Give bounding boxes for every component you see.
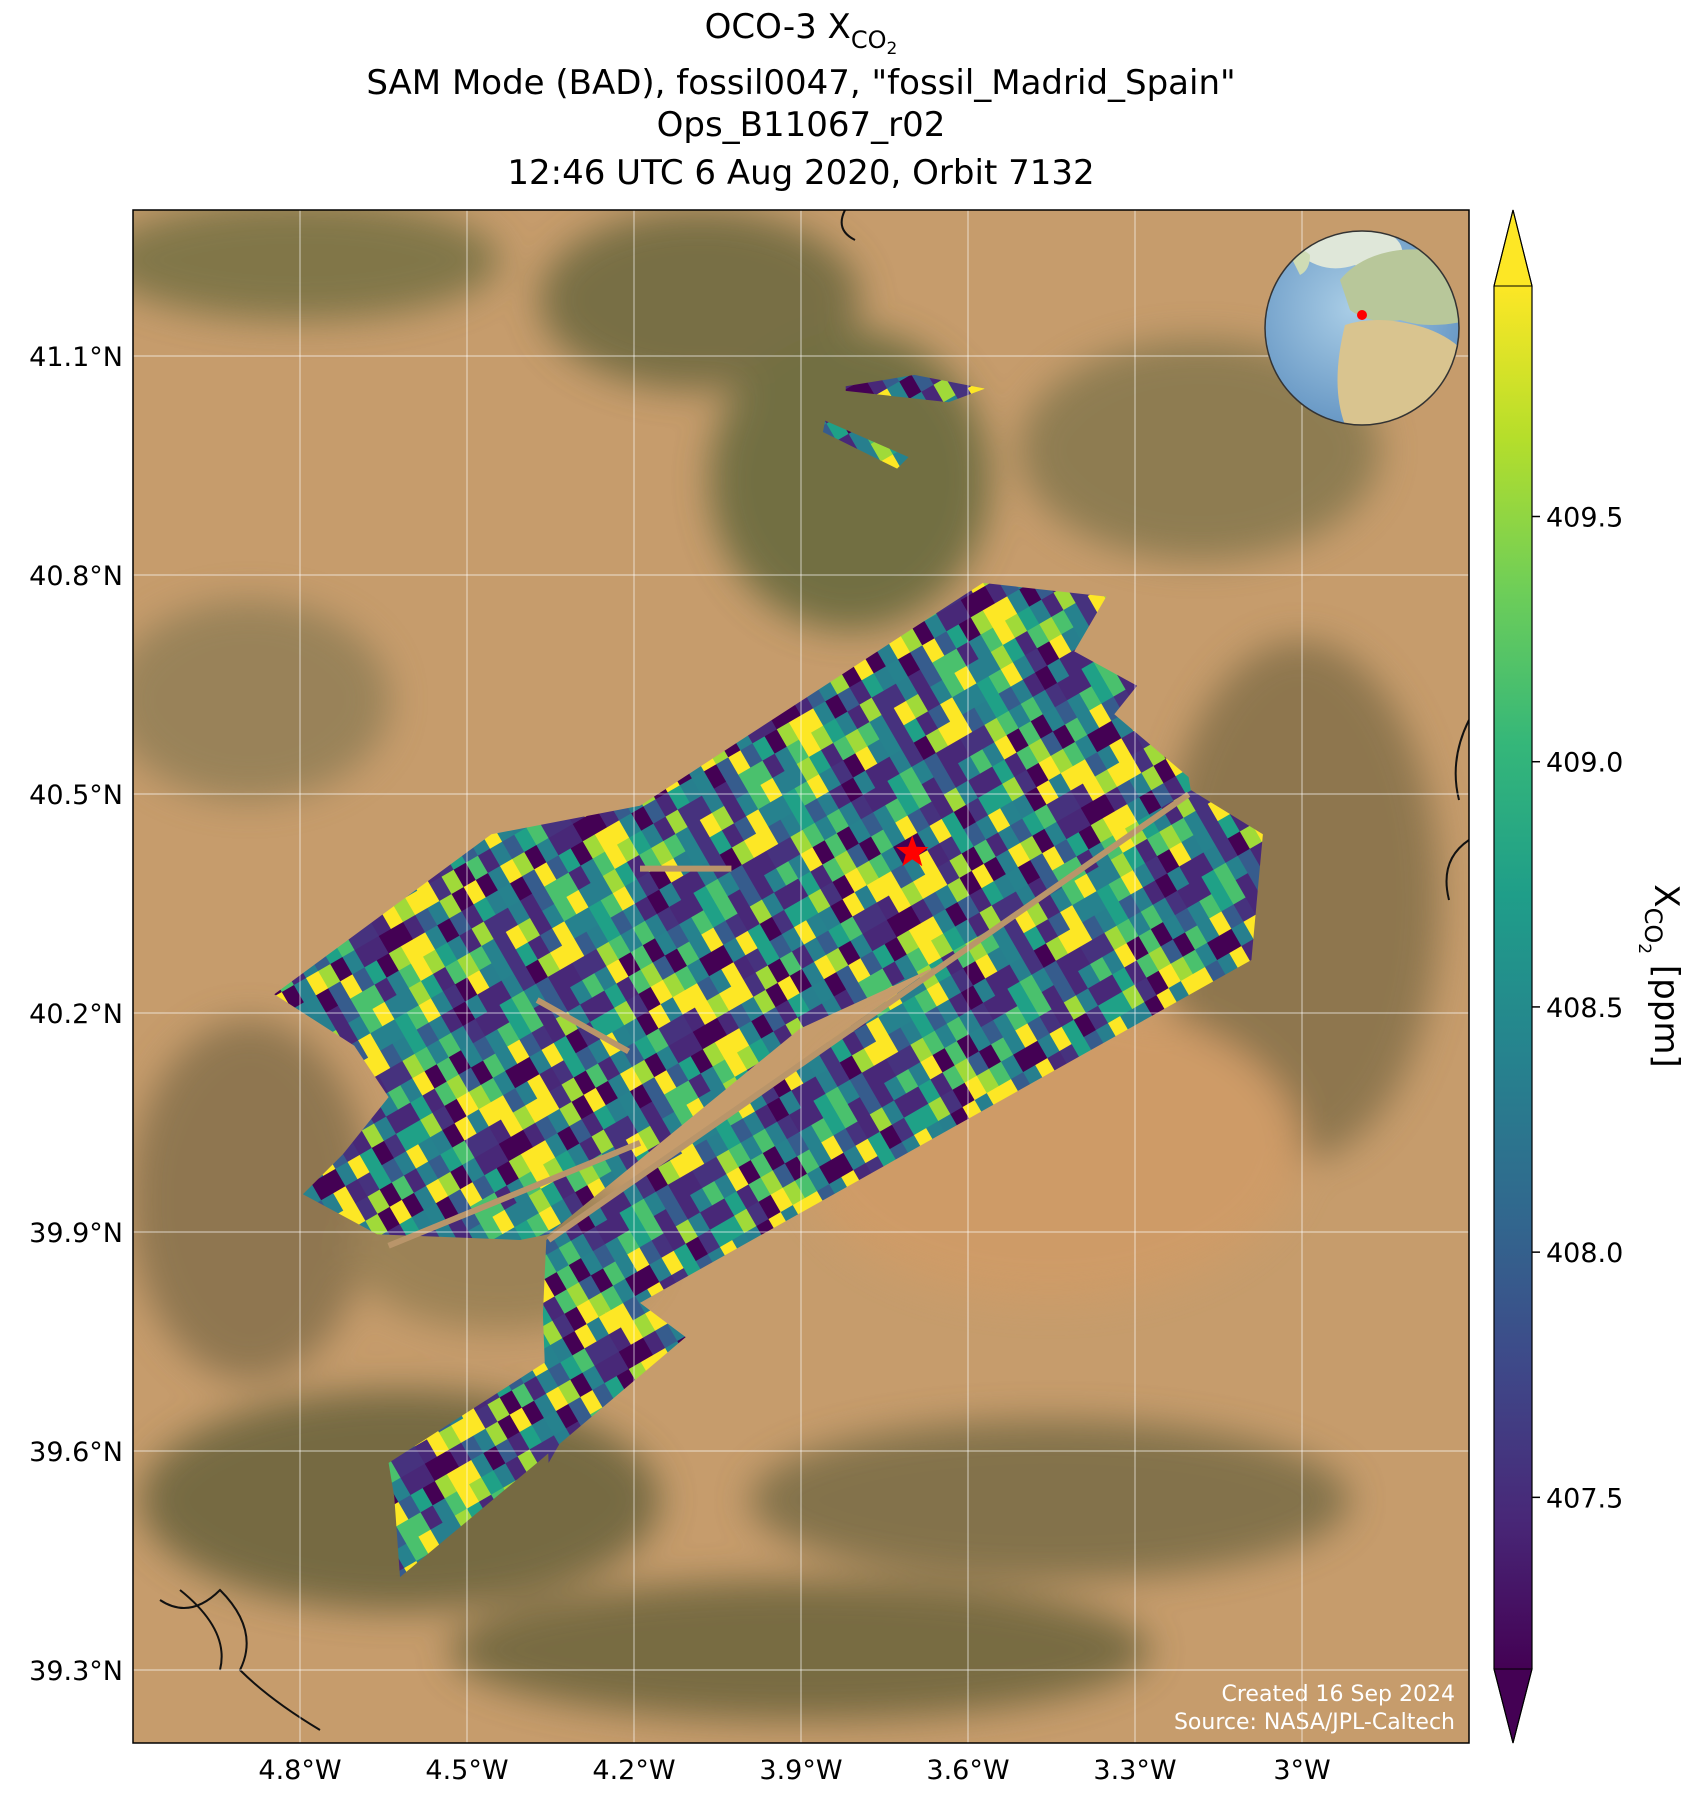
swath — [542, 788, 1263, 1463]
y-tick-label: 39.6°N — [29, 1437, 123, 1468]
map-frame — [132, 209, 1470, 1744]
colorbar-label-subscript: 2 — [1634, 943, 1654, 954]
credit: Source: NASA/JPL-Caltech — [1174, 1710, 1455, 1735]
colorbar-extend-max — [1493, 209, 1533, 287]
swath — [388, 1302, 686, 1578]
y-tick-label: 39.3°N — [29, 1656, 123, 1687]
y-tick-label: 39.9°N — [29, 1218, 123, 1249]
colorbar-tick-label: 409.0 — [1546, 748, 1623, 779]
x-tick-label: 3.3°W — [1093, 1755, 1176, 1786]
x-tick-label: 4.5°W — [425, 1755, 508, 1786]
x-tick-label: 4.8°W — [258, 1755, 341, 1786]
site-marker — [896, 835, 929, 867]
y-tick-label: 40.8°N — [29, 561, 123, 592]
colorbar-label-text: X — [1646, 884, 1686, 907]
credit: Created 16 Sep 2024 — [1222, 1682, 1456, 1707]
title-subscript: 2 — [887, 39, 898, 59]
swath — [845, 374, 986, 403]
swath — [822, 420, 909, 469]
basemap — [133, 210, 1469, 1743]
y-tick-label: 40.2°N — [29, 999, 123, 1030]
swath-gap — [546, 791, 1191, 1243]
title-subscript: CO — [851, 26, 887, 54]
y-tick-label: 41.1°N — [29, 342, 123, 373]
inset-site-marker — [1357, 310, 1367, 320]
colorbar-body — [1494, 286, 1532, 1669]
colorbar-tick-label: 409.5 — [1546, 503, 1623, 534]
colorbar-tick-label: 408.5 — [1546, 993, 1623, 1024]
colorbar-label-unit: [ppm] — [1646, 954, 1686, 1068]
colorbar-extend-min — [1493, 1668, 1533, 1744]
x-tick-label: 3°W — [1273, 1755, 1330, 1786]
colorbar: XCO2 [ppm] 407.5 408.0 408.5 409.0 409.5 — [1493, 209, 1686, 1744]
title-line: Ops_B11067_r02 — [657, 105, 946, 145]
colorbar-tick-label: 408.0 — [1546, 1238, 1623, 1269]
x-tick-label: 3.6°W — [926, 1755, 1009, 1786]
title-line: OCO-3 XCO2 — [705, 7, 898, 59]
x-tick-label: 4.2°W — [592, 1755, 675, 1786]
x-tick-label: 3.9°W — [759, 1755, 842, 1786]
title-text: OCO-3 X — [705, 7, 851, 47]
title-line: 12:46 UTC 6 Aug 2020, Orbit 7132 — [507, 153, 1094, 193]
colorbar-tick-label: 407.5 — [1546, 1483, 1623, 1514]
title-line: SAM Mode (BAD), fossil0047, "fossil_Madr… — [366, 63, 1235, 103]
swath-gap — [535, 997, 631, 1055]
grid — [133, 210, 1469, 1743]
swath-gap — [387, 1140, 642, 1249]
colorbar-label: XCO2 [ppm] — [1634, 884, 1686, 1067]
colorbar-label-subscript: CO — [1639, 908, 1667, 944]
y-tick-label: 40.5°N — [29, 780, 123, 811]
